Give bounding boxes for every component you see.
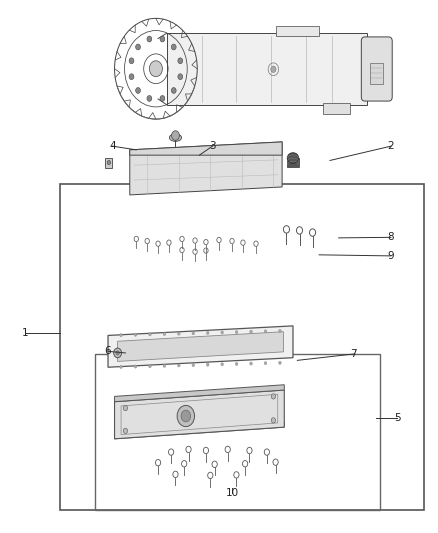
Text: 4: 4 <box>109 141 116 151</box>
Text: 10: 10 <box>226 488 239 498</box>
Circle shape <box>172 131 180 140</box>
Circle shape <box>123 406 127 411</box>
Polygon shape <box>115 385 284 402</box>
Polygon shape <box>115 390 284 439</box>
Circle shape <box>149 61 162 77</box>
Bar <box>95 354 380 511</box>
Bar <box>276 26 319 36</box>
Text: 7: 7 <box>350 349 357 359</box>
Circle shape <box>250 362 252 365</box>
Text: 2: 2 <box>388 141 394 151</box>
Circle shape <box>264 330 267 333</box>
Bar <box>105 158 113 168</box>
Circle shape <box>279 361 281 365</box>
Circle shape <box>114 348 121 358</box>
Circle shape <box>178 58 183 63</box>
Circle shape <box>271 394 276 399</box>
Ellipse shape <box>170 134 182 141</box>
Circle shape <box>271 66 276 72</box>
Text: 9: 9 <box>388 251 394 261</box>
Circle shape <box>160 95 165 101</box>
Circle shape <box>120 334 122 337</box>
Circle shape <box>181 410 191 422</box>
Circle shape <box>134 365 137 368</box>
Circle shape <box>107 160 111 165</box>
Polygon shape <box>108 326 293 367</box>
Circle shape <box>134 333 137 336</box>
Circle shape <box>271 418 276 423</box>
Circle shape <box>279 329 281 333</box>
Circle shape <box>264 361 267 365</box>
Text: 8: 8 <box>388 232 394 243</box>
Text: 6: 6 <box>105 346 111 357</box>
Circle shape <box>129 74 134 79</box>
Polygon shape <box>117 332 283 361</box>
Polygon shape <box>130 142 282 155</box>
Circle shape <box>235 330 238 334</box>
Circle shape <box>147 36 152 42</box>
Circle shape <box>129 58 134 63</box>
Circle shape <box>163 364 166 367</box>
Circle shape <box>148 333 151 336</box>
Ellipse shape <box>287 153 299 164</box>
Circle shape <box>148 365 151 368</box>
Circle shape <box>177 364 180 367</box>
Circle shape <box>136 44 141 50</box>
Circle shape <box>163 333 166 336</box>
Circle shape <box>235 362 238 366</box>
Circle shape <box>206 332 209 334</box>
Circle shape <box>123 428 127 433</box>
Polygon shape <box>130 142 282 195</box>
Circle shape <box>250 330 252 333</box>
Circle shape <box>171 87 176 93</box>
Circle shape <box>192 364 194 367</box>
Circle shape <box>221 363 223 366</box>
Bar <box>287 158 299 167</box>
FancyBboxPatch shape <box>361 37 392 101</box>
Text: 3: 3 <box>209 141 216 151</box>
Circle shape <box>136 87 141 93</box>
Polygon shape <box>115 422 284 439</box>
Text: 1: 1 <box>22 328 28 338</box>
Text: 5: 5 <box>394 413 401 423</box>
Circle shape <box>177 332 180 335</box>
Circle shape <box>178 74 183 79</box>
Bar <box>371 63 383 84</box>
Circle shape <box>206 363 209 366</box>
Circle shape <box>147 95 152 101</box>
Circle shape <box>116 351 119 355</box>
Polygon shape <box>167 33 367 105</box>
Circle shape <box>221 331 223 334</box>
Circle shape <box>160 36 165 42</box>
Circle shape <box>177 406 194 426</box>
Bar <box>323 103 350 114</box>
Circle shape <box>120 365 122 368</box>
Circle shape <box>192 332 194 335</box>
Bar <box>60 184 424 511</box>
Circle shape <box>171 44 176 50</box>
